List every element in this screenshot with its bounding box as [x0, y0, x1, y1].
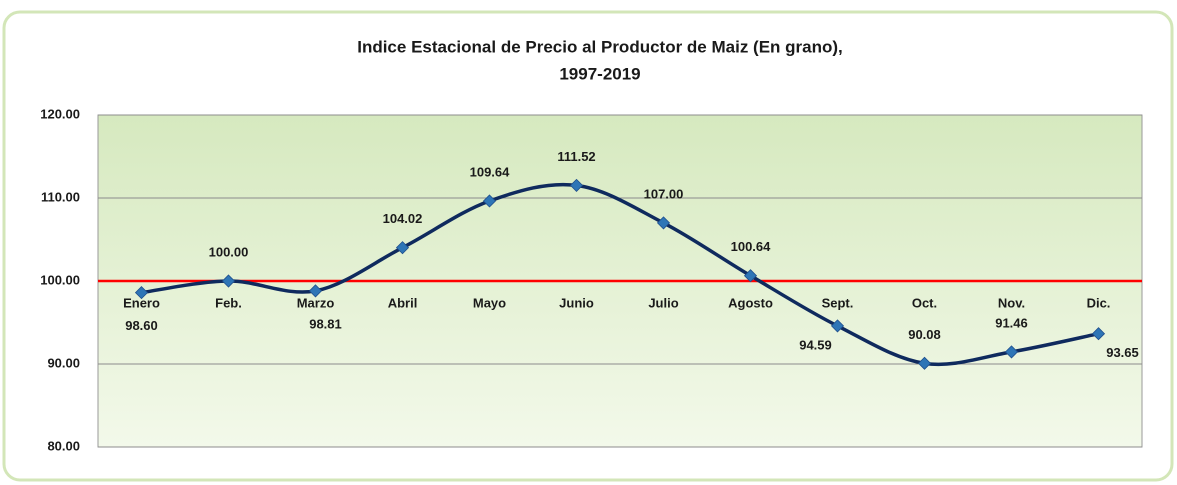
data-label: 98.60 — [125, 318, 158, 333]
data-point — [743, 269, 758, 283]
data-label: 100.00 — [209, 244, 249, 259]
x-tick-label: Nov. — [998, 295, 1025, 310]
chart-title: Indice Estacional de Precio al Productor… — [357, 37, 843, 56]
y-tick-label: 80.00 — [47, 438, 80, 453]
data-label: 98.81 — [309, 316, 342, 331]
data-point — [1091, 327, 1106, 341]
x-tick-label: Marzo — [297, 295, 335, 310]
data-label: 91.46 — [995, 315, 1028, 330]
data-label: 111.52 — [557, 149, 595, 164]
x-tick-label: Oct. — [912, 295, 937, 310]
x-tick-label: Mayo — [473, 295, 506, 310]
x-tick-label: Feb. — [215, 295, 242, 310]
x-tick-label: Julio — [648, 295, 678, 310]
x-tick-label: Dic. — [1087, 295, 1111, 310]
data-point — [1004, 345, 1019, 359]
data-point — [482, 194, 497, 208]
data-label: 93.65 — [1106, 345, 1139, 360]
x-tick-label: Enero — [123, 295, 160, 310]
data-point — [656, 216, 671, 230]
data-point — [395, 241, 410, 255]
y-tick-label: 120.00 — [40, 106, 80, 121]
data-point — [134, 286, 149, 300]
data-point — [221, 274, 236, 288]
data-point — [308, 284, 323, 298]
y-tick-label: 110.00 — [41, 189, 80, 204]
data-label: 90.08 — [908, 327, 941, 342]
data-label: 104.02 — [383, 211, 423, 226]
data-label: 100.64 — [731, 239, 772, 254]
y-tick-label: 90.00 — [47, 355, 80, 370]
data-point — [917, 356, 932, 370]
data-point — [569, 178, 584, 192]
data-point — [830, 319, 845, 333]
chart-title: 1997-2019 — [559, 64, 640, 83]
x-tick-label: Sept. — [822, 295, 854, 310]
y-tick-label: 100.00 — [40, 272, 80, 287]
data-label: 94.59 — [799, 337, 832, 352]
x-tick-label: Agosto — [728, 295, 773, 310]
x-tick-label: Junio — [559, 295, 594, 310]
data-label: 107.00 — [644, 186, 684, 201]
data-label: 109.64 — [470, 164, 511, 179]
x-tick-label: Abril — [388, 295, 418, 310]
